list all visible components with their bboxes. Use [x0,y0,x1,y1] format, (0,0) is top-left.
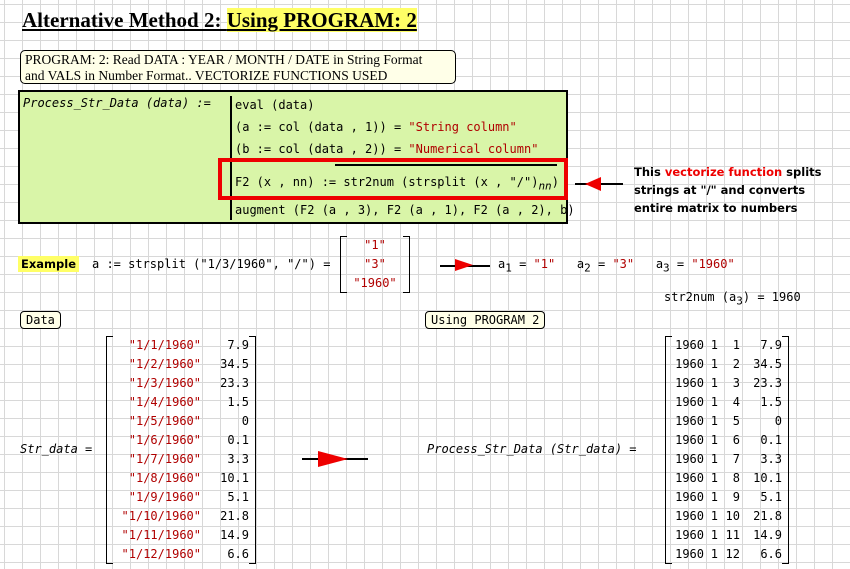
str-data-matrix: "1/1/1960" 7.9 "1/2/1960" 34.5 "1/3/1960" 23.… [106,336,256,564]
example-label: Example [18,256,79,272]
program-label: Using PROGRAM 2 [425,311,546,329]
table-row: 1960 1 4 1.5 [675,395,782,409]
table-row: 1960 1 10 21.8 [675,509,782,523]
table-row: "1/5/1960" 0 [128,414,249,428]
table-row: 1960 1 6 0.1 [675,433,782,447]
table-row: 1960 1 12 6.6 [675,547,782,561]
data-label: Data [20,311,61,329]
program-note[interactable]: PROGRAM: 2: Read DATA : YEAR / MONTH / D… [20,50,456,84]
table-row: "1/8/1960" 10.1 [128,471,249,485]
example-expression[interactable]: a := strsplit ("1/3/1960", "/") = [92,257,331,271]
example-elements: a1 = "1" a2 = "3" a3 = "1960" [498,257,735,275]
vectorize-arrow [335,164,557,166]
table-row: "1/4/1960" 1.5 [128,395,249,409]
annotation-text: This vectorize function splits strings a… [634,165,822,215]
table-row: "1/12/1960" 6.6 [121,547,249,561]
program-line-eval: eval (data) [235,98,315,112]
table-row: "1/9/1960" 5.1 [128,490,249,504]
table-row: "1/1/1960" 7.9 [128,338,249,352]
table-row: "1/7/1960" 3.3 [128,452,249,466]
program-line-f2: F2 (x , nn) := str2num (strsplit (x , "/… [235,175,559,193]
str2num-example: str2num (a3) = 1960 [664,290,801,308]
table-row: 1960 1 11 14.9 [675,528,782,542]
left-arrow-icon [585,177,601,191]
table-row: 1960 1 3 23.3 [675,376,782,390]
table-row: "1/6/1960" 0.1 [128,433,249,447]
table-row: "1/2/1960" 34.5 [128,357,249,371]
program-definition: Process_Str_Data (data) := [23,96,211,110]
program-line-a: (a := col (data , 1)) = "String column" [235,120,517,134]
table-row: 1960 1 8 10.1 [675,471,782,485]
process-call: Process_Str_Data (Str_data) = [427,442,637,456]
highlight-box [218,158,568,200]
program-block[interactable]: Process_Str_Data (data) := eval (data) (… [18,90,575,224]
page-title: Alternative Method 2: Using PROGRAM: 2 [22,8,417,32]
table-row: 1960 1 7 3.3 [675,452,782,466]
table-row: "1/3/1960" 23.3 [128,376,249,390]
result-matrix: 1960 1 1 7.9 1960 1 2 34.5 1960 1 3 23.3 1960 1 4 1.5 19… [665,336,789,564]
str-data-name: Str_data = [20,442,93,456]
table-row: "1/11/1960" 14.9 [121,528,249,542]
program-line-b: (b := col (data , 2)) = "Numerical colum… [235,142,539,156]
convert-arrow-icon [318,451,348,467]
table-row: 1960 1 2 34.5 [675,357,782,371]
table-row: 1960 1 9 5.1 [675,490,782,504]
program-line-augment: augment (F2 (a , 3), F2 (a , 1), F2 (a ,… [235,203,575,217]
table-row: "1/10/1960" 21.8 [121,509,249,523]
table-row: 1960 1 1 7.9 [675,338,782,352]
right-arrow-icon [455,259,473,271]
table-row: 1960 1 5 0 [675,414,782,428]
example-result-matrix: "1" "3" "1960" [340,236,410,293]
